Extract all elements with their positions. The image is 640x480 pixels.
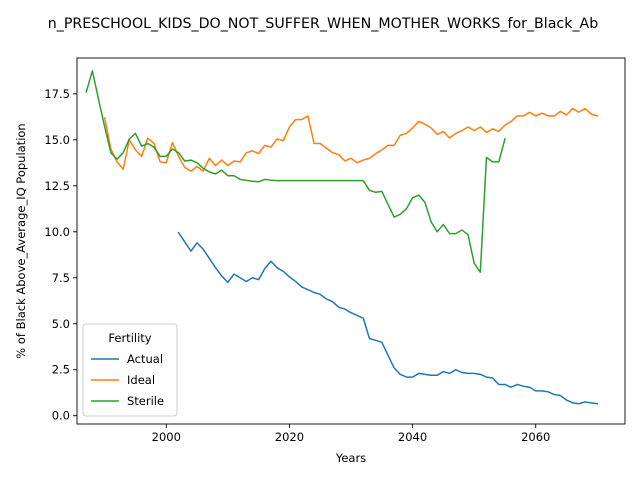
y-tick-label: 5.0 xyxy=(52,317,70,331)
plot-frame xyxy=(76,57,626,425)
legend-label-ideal: Ideal xyxy=(127,373,155,387)
y-tick-label: 7.5 xyxy=(52,271,70,285)
legend-label-sterile: Sterile xyxy=(127,394,164,408)
series-line-sterile xyxy=(85,70,506,274)
legend-box xyxy=(82,323,178,417)
x-tick-label: 2000 xyxy=(152,430,181,444)
series-line-actual xyxy=(177,231,599,405)
legend-title: Fertility xyxy=(108,331,151,345)
y-tick-label: 15.0 xyxy=(44,133,70,147)
x-tick-label: 2020 xyxy=(275,430,304,444)
y-axis-label: % of Black Above_Average_IQ Population xyxy=(14,123,28,358)
legend-label-actual: Actual xyxy=(127,352,163,366)
y-tick-label: 17.5 xyxy=(44,87,70,101)
x-tick-label: 2040 xyxy=(398,430,427,444)
y-tick-label: 0.0 xyxy=(52,409,70,423)
y-tick-label: 12.5 xyxy=(44,179,70,193)
x-tick-label: 2060 xyxy=(521,430,550,444)
series-line-ideal xyxy=(103,107,599,172)
y-tick-label: 10.0 xyxy=(44,225,70,239)
y-axis-ticks: 0.0 2.5 5.0 7.5 10.0 12.5 15.0 17.5 xyxy=(44,87,77,423)
series-lines xyxy=(85,70,599,405)
chart-title: n_PRESCHOOL_KIDS_DO_NOT_SUFFER_WHEN_MOTH… xyxy=(48,16,599,32)
x-axis-label: Years xyxy=(335,451,366,465)
y-tick-label: 2.5 xyxy=(52,363,70,377)
legend: Fertility Actual Ideal Sterile xyxy=(82,323,178,417)
x-axis-ticks: 2000 2020 2040 2060 xyxy=(152,424,550,444)
